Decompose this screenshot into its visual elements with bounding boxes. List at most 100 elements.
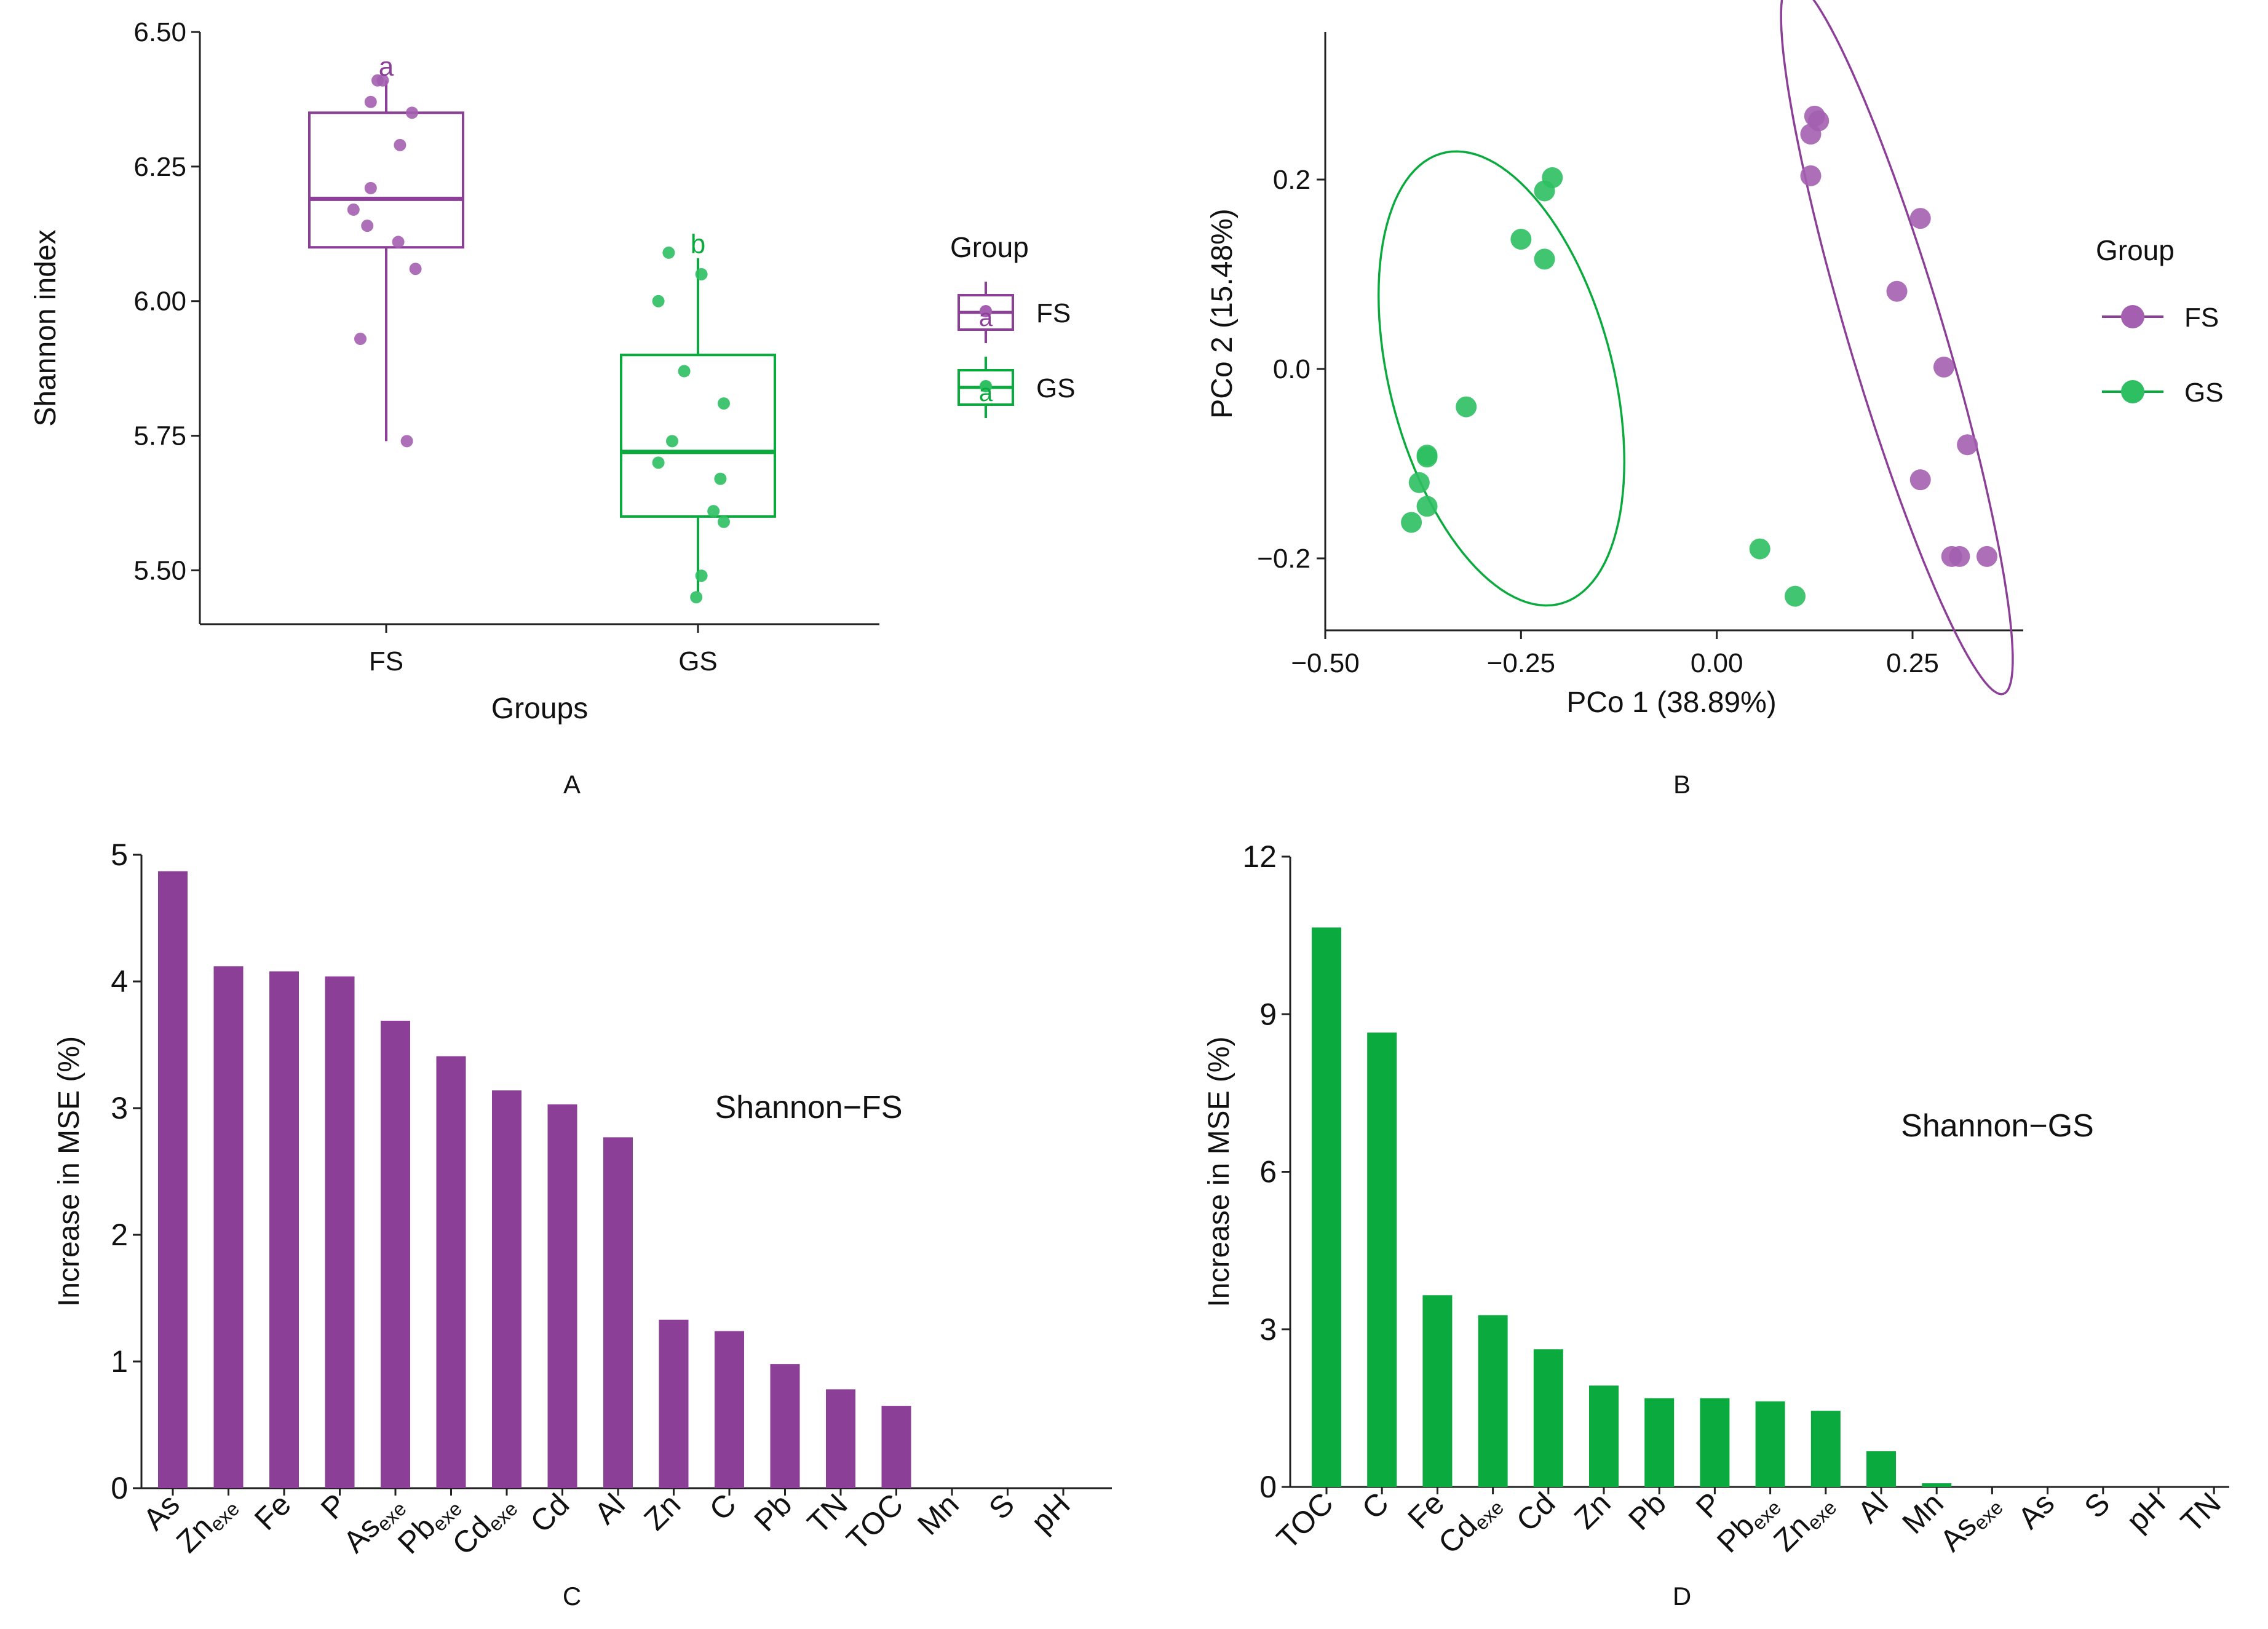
panel-label-b: B (1673, 770, 1691, 799)
x-tick-label: Pbexe (391, 1487, 466, 1562)
data-point (1456, 396, 1477, 418)
panel-label-a: A (563, 770, 581, 799)
x-tick-label: Fe (248, 1487, 298, 1537)
bar (1367, 1032, 1397, 1487)
data-point (1909, 469, 1931, 491)
data-point (1408, 472, 1430, 493)
x-tick-label: S (982, 1487, 1021, 1526)
bar (1810, 1411, 1841, 1487)
y-tick-label: 5 (111, 838, 128, 872)
x-tick-label: Asexe (336, 1487, 410, 1561)
y-tick-label: 4 (111, 964, 128, 999)
significance-letter: b (691, 229, 705, 260)
data-point (1416, 496, 1438, 517)
x-tick-label: Znexe (1767, 1486, 1841, 1560)
data-point (1785, 585, 1806, 607)
data-point (662, 246, 675, 259)
x-tick-label: C (1355, 1486, 1395, 1526)
bar (547, 1104, 577, 1488)
x-tick-label: Asexe (1933, 1486, 2007, 1560)
bar (770, 1364, 800, 1488)
x-axis-title: Groups (491, 692, 588, 725)
bar (269, 971, 299, 1488)
x-tick-label: Al (588, 1487, 632, 1531)
x-tick-label: Zn (1568, 1486, 1617, 1536)
x-tick-label: Cdexe (445, 1487, 521, 1563)
x-tick-label: TOC (1270, 1486, 1340, 1556)
data-point (1401, 512, 1422, 533)
bar (1644, 1398, 1675, 1487)
data-point (652, 456, 665, 469)
legend-key-letter: a (979, 304, 993, 331)
y-tick-label: 0 (1259, 1470, 1277, 1504)
x-tick-label: Cd (523, 1487, 576, 1539)
x-tick-label: Pb (747, 1487, 798, 1538)
data-point (718, 397, 730, 410)
legend-title: Group (2096, 234, 2175, 266)
legend-key-point (2121, 380, 2144, 403)
legend-key-point (980, 305, 992, 317)
bar (1922, 1483, 1952, 1487)
x-tick-label: Znexe (170, 1487, 244, 1561)
bar (492, 1090, 521, 1488)
data-point (1933, 356, 1954, 378)
x-tick-label: 0.00 (1691, 648, 1743, 678)
data-point (1886, 280, 1908, 302)
bar (715, 1331, 744, 1488)
data-point (1534, 180, 1555, 202)
legend-key-point (2121, 305, 2144, 328)
x-tick-label: Pb (1622, 1486, 1673, 1537)
bar (1533, 1349, 1563, 1487)
y-tick-label: −0.2 (1257, 544, 1310, 574)
significance-letter: a (379, 52, 394, 82)
data-point (400, 435, 413, 448)
bar (381, 1020, 410, 1488)
bar (158, 871, 188, 1488)
legend-title: Group (950, 231, 1029, 263)
data-point (347, 203, 360, 216)
data-point (666, 435, 678, 448)
x-tick-label: As (2012, 1486, 2061, 1536)
data-point (1976, 545, 1997, 567)
bar (659, 1320, 689, 1488)
data-point (1510, 229, 1532, 250)
data-point (678, 365, 691, 378)
x-tick-label: C (703, 1487, 743, 1527)
bar (436, 1056, 466, 1488)
box-gs (620, 354, 776, 518)
y-axis-title: Shannon index (30, 229, 62, 426)
x-tick-label: FS (369, 646, 403, 676)
y-tick-label: 0.2 (1273, 165, 1310, 195)
data-point (1534, 248, 1555, 270)
y-tick-label: 0 (111, 1471, 128, 1505)
x-tick-label: 0.25 (1886, 648, 1939, 678)
x-tick-label: P (314, 1487, 353, 1526)
x-tick-label: pH (1025, 1487, 1077, 1539)
data-point (652, 295, 665, 307)
bar (325, 976, 355, 1488)
data-point (354, 333, 367, 346)
data-point (690, 591, 703, 604)
panel-a-boxplot: 5.50 5.75 6.00 6.25 6.50 FS GS Shannon index Gro… (30, 17, 1076, 725)
data-point (1800, 124, 1822, 145)
data-point (1416, 446, 1438, 468)
x-tick-label: Zn (637, 1487, 687, 1537)
data-point (1957, 434, 1978, 456)
x-axis-title: PCo 1 (38.89%) (1566, 686, 1777, 719)
x-tick-label: pH (2120, 1486, 2172, 1538)
data-point (718, 515, 730, 528)
data-point (406, 106, 418, 119)
bar (603, 1137, 633, 1488)
y-axis-title: Increase in MSE (%) (1203, 1036, 1235, 1307)
chart-annotation: Shannon−FS (715, 1090, 902, 1125)
y-tick-label: 12 (1242, 839, 1277, 874)
data-point (394, 138, 406, 151)
x-tick-label: Al (1851, 1486, 1895, 1529)
y-axis-title: Increase in MSE (%) (53, 1036, 85, 1307)
bar (1866, 1451, 1896, 1487)
panel-b-pcoa: −0.50 −0.25 0.00 0.25 −0.2 0.0 0.2 PCo 1 (38.89… (1206, 0, 2224, 719)
y-tick-label: 3 (1259, 1312, 1277, 1347)
data-point (361, 220, 374, 232)
